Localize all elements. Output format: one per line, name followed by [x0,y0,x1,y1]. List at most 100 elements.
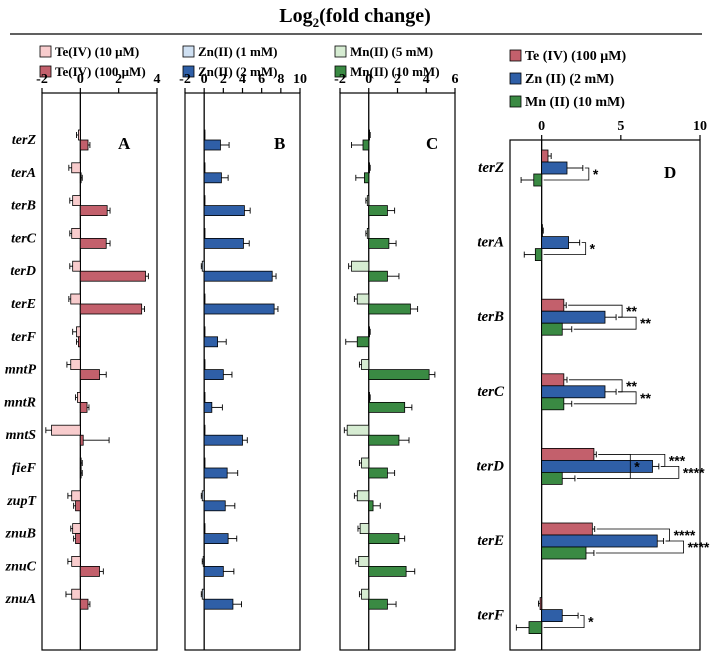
bar [203,401,213,413]
category-label: terC [477,384,505,400]
bar [359,523,370,534]
tick-label: 0 [365,72,372,87]
legend-swatch [39,45,52,58]
bar [79,303,143,315]
legend-label: Mn (II) (10 mM) [525,95,625,110]
panel-C: Mn(II) (5 mM) Mn(II) (10 mM) -2 0 2 4 6 C [334,44,459,651]
legend-swatch [182,45,195,58]
category-label: fieF [12,461,37,476]
category-label: terE [477,533,504,549]
bar [368,369,430,381]
legend-swatch [334,65,347,78]
bar [70,293,81,305]
figure-title: Log2(fold change) [279,5,431,30]
bar [203,434,243,446]
category-label: terD [10,264,36,279]
bar [362,139,370,151]
tick-label: 10 [693,119,707,134]
tick-label: 2 [394,72,401,87]
bar [368,533,400,544]
bar [358,556,370,567]
category-label: terD [477,458,505,474]
bar [361,359,370,371]
panel-D: Te (IV) (100 μM) Zn (II) (2 mM) Mn (II) (1… [477,49,710,651]
legend-label: Mn(II) (10 mM) [350,64,440,79]
bar [368,237,390,249]
bar [361,588,370,600]
panel-frame [509,139,701,651]
significance-bracket [543,242,587,255]
bar [203,205,245,217]
significance-mark: **** [688,539,710,555]
panel-label: D [664,163,676,182]
bar [368,467,388,479]
bar [203,369,224,381]
bar [201,588,205,600]
legend-swatch [509,72,522,85]
tick-label: 2 [115,72,122,87]
bar [79,205,108,217]
bar [77,391,81,403]
legend-swatch [334,45,347,58]
bar [346,424,370,436]
significance-bracket [543,167,590,181]
significance-mark: * [588,614,594,630]
significance-mark: **** [674,527,696,543]
tick-label: 4 [423,72,430,87]
category-label: znuC [5,559,37,574]
significance-mark: **** [683,464,705,480]
bar [368,598,388,610]
bar [361,457,370,469]
category-label: mntS [6,428,37,443]
bar [203,467,228,479]
tick-label: 0 [538,119,545,134]
tick-label: 4 [239,72,246,87]
category-label: mntP [5,363,37,378]
bar [541,322,563,336]
bar [368,434,400,446]
bar [203,303,275,315]
category-label: znuA [5,592,36,607]
bar [541,236,569,250]
legend-label: Te(IV) (10 μM) [55,44,139,59]
bar [75,500,81,512]
bar [79,139,89,151]
bar [79,270,146,282]
bar [79,566,100,577]
tick-label: 6 [452,72,459,87]
bar [75,533,81,544]
bar [534,248,543,262]
category-label: terF [11,330,37,345]
tick-label: 2 [220,72,227,87]
category-label: terA [477,235,504,251]
panel-frame [41,92,158,651]
bar [541,471,563,485]
bar [71,227,81,239]
panel-B: Zn(II) (1 mM) Zn(II) (2 mM) -2 0 2 4 6 8 10 B [179,44,307,651]
bar [78,336,81,348]
bar [79,598,89,610]
panel-label: A [118,134,131,153]
bar [368,500,374,512]
tick-label: 4 [154,72,161,87]
bar [71,490,81,502]
bar [79,401,88,413]
legend-swatch [509,49,522,62]
significance-mark: ** [640,390,651,406]
category-label: zupT [6,494,37,509]
bar [201,490,205,502]
category-label: terB [11,199,36,214]
bar [541,161,568,175]
significance-bracket [595,540,684,554]
panel-label: B [274,134,285,153]
plots: Te(IV) (10 μM)Te(IV) (100 μM)-2 0 2 4AterZt… [4,44,710,651]
significance-mark: *** [669,452,686,468]
bar [351,260,370,272]
bar [366,227,370,239]
bar [76,326,81,338]
bar [203,533,229,544]
significance-mark: * [634,458,640,474]
category-label: znuB [5,527,36,542]
bar [356,336,370,348]
tick-label: -2 [179,72,191,87]
